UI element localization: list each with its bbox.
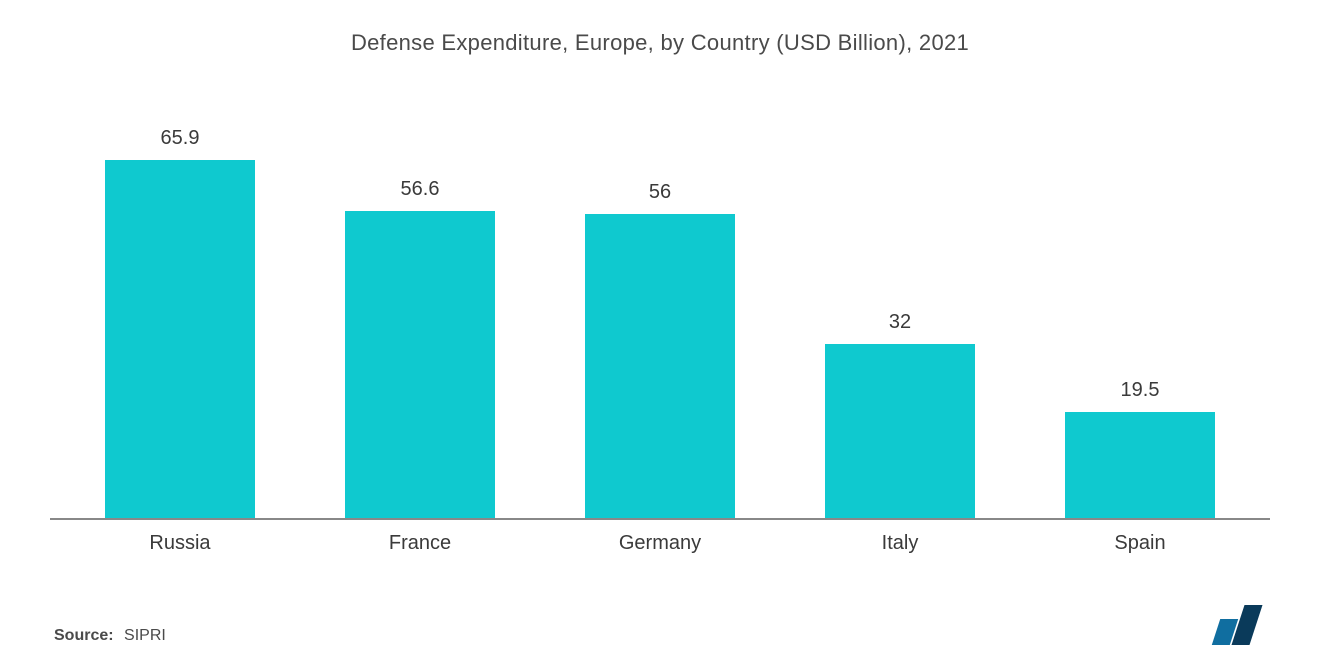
x-axis-label: Spain: [1020, 532, 1260, 555]
bar-slot: 65.9: [60, 96, 300, 518]
mordor-logo-icon: [1210, 605, 1266, 645]
bar-slot: 19.5: [1020, 96, 1260, 518]
bar-slot: 56.6: [300, 96, 540, 518]
bar-value-label: 56: [649, 181, 671, 204]
x-axis-label: Russia: [60, 532, 300, 555]
chart-title: Defense Expenditure, Europe, by Country …: [50, 30, 1270, 56]
bar: [825, 344, 975, 518]
bar: [105, 160, 255, 518]
bar: [345, 211, 495, 518]
bar-value-label: 19.5: [1121, 379, 1160, 402]
source-citation: Source: SIPRI: [54, 627, 166, 645]
x-axis-label: France: [300, 532, 540, 555]
chart-container: Defense Expenditure, Europe, by Country …: [0, 0, 1320, 665]
source-label: Source:: [54, 627, 114, 644]
chart-footer: Source: SIPRI: [50, 605, 1270, 645]
plot-area: 65.9 56.6 56 32 19.5: [50, 96, 1270, 520]
x-axis-label: Germany: [540, 532, 780, 555]
bar-slot: 32: [780, 96, 1020, 518]
x-axis-label: Italy: [780, 532, 1020, 555]
bar-slot: 56: [540, 96, 780, 518]
bar-value-label: 65.9: [161, 127, 200, 150]
source-value: SIPRI: [124, 627, 166, 644]
bar: [585, 214, 735, 518]
bar-value-label: 32: [889, 311, 911, 334]
bar-value-label: 56.6: [401, 178, 440, 201]
x-axis-labels: RussiaFranceGermanyItalySpain: [50, 520, 1270, 555]
bar: [1065, 412, 1215, 518]
